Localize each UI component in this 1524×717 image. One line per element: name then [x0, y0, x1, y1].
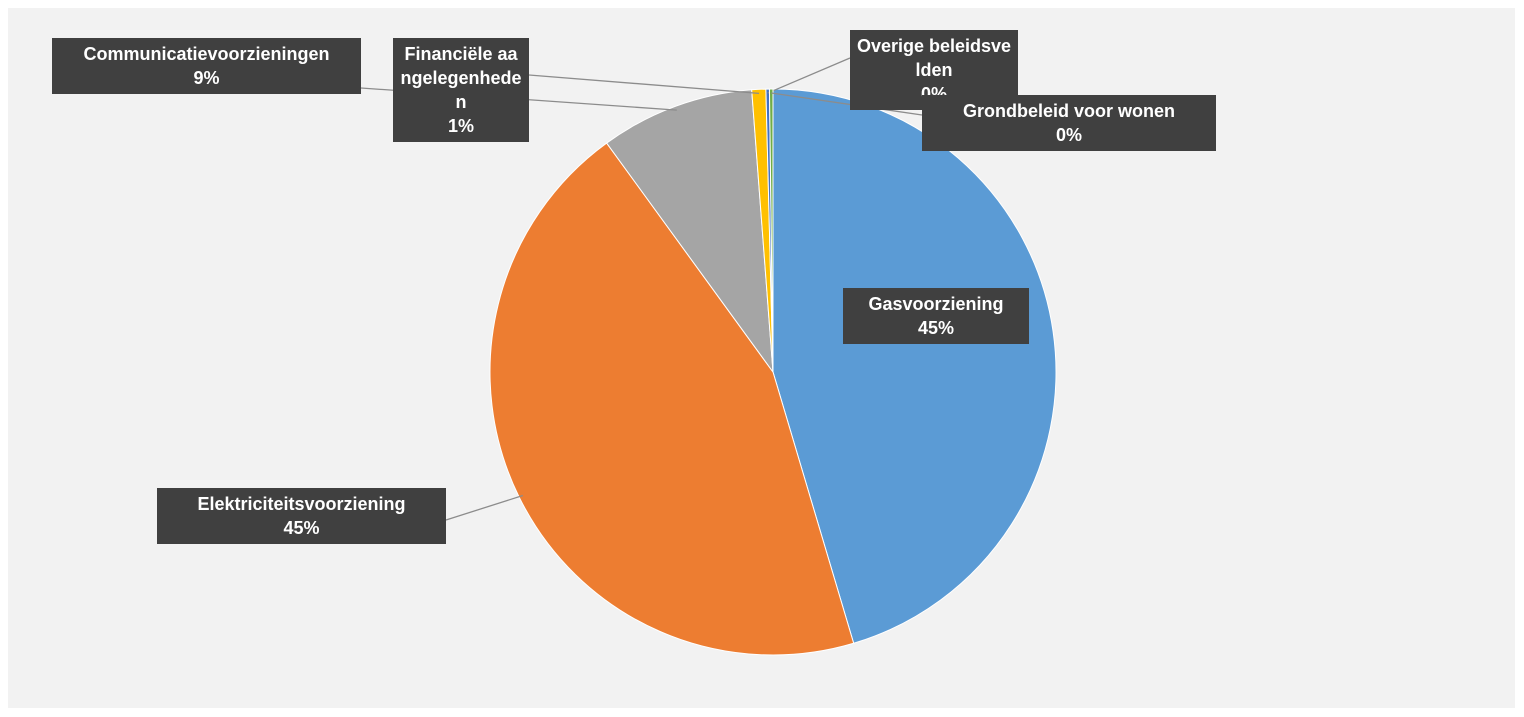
pie-slice [605, 89, 774, 374]
leader-line [528, 74, 760, 95]
label-value: 9% [193, 68, 220, 88]
data-label: Grondbeleid voor wonen 0% [922, 95, 1216, 151]
label-name: Elektriciteitsvoorziening [197, 494, 406, 514]
label-value: 0% [1055, 125, 1082, 145]
data-label: Communicatievoorzieningen 9% [52, 38, 361, 94]
leader-line [445, 494, 524, 521]
data-label: Elektriciteitsvoorziening 45% [157, 488, 446, 544]
data-label: Financiële aangelegenheden 1% [393, 38, 529, 142]
label-value: 1% [447, 116, 474, 136]
pie-slice [768, 88, 774, 373]
label-value: 45% [283, 518, 320, 538]
label-name: Communicatievoorzieningen [83, 44, 330, 64]
leader-line [767, 57, 851, 94]
label-name: Overige beleidsvelden [856, 36, 1012, 80]
pie-slice [772, 88, 1057, 644]
label-value: 45% [917, 318, 955, 338]
label-name: Gasvoorziening [868, 294, 1004, 314]
leader-line [771, 92, 923, 116]
label-name: Grondbeleid voor wonen [962, 101, 1175, 121]
label-name: Financiële aangelegenheden [400, 44, 522, 112]
data-label: Gasvoorziening 45% [843, 288, 1029, 344]
